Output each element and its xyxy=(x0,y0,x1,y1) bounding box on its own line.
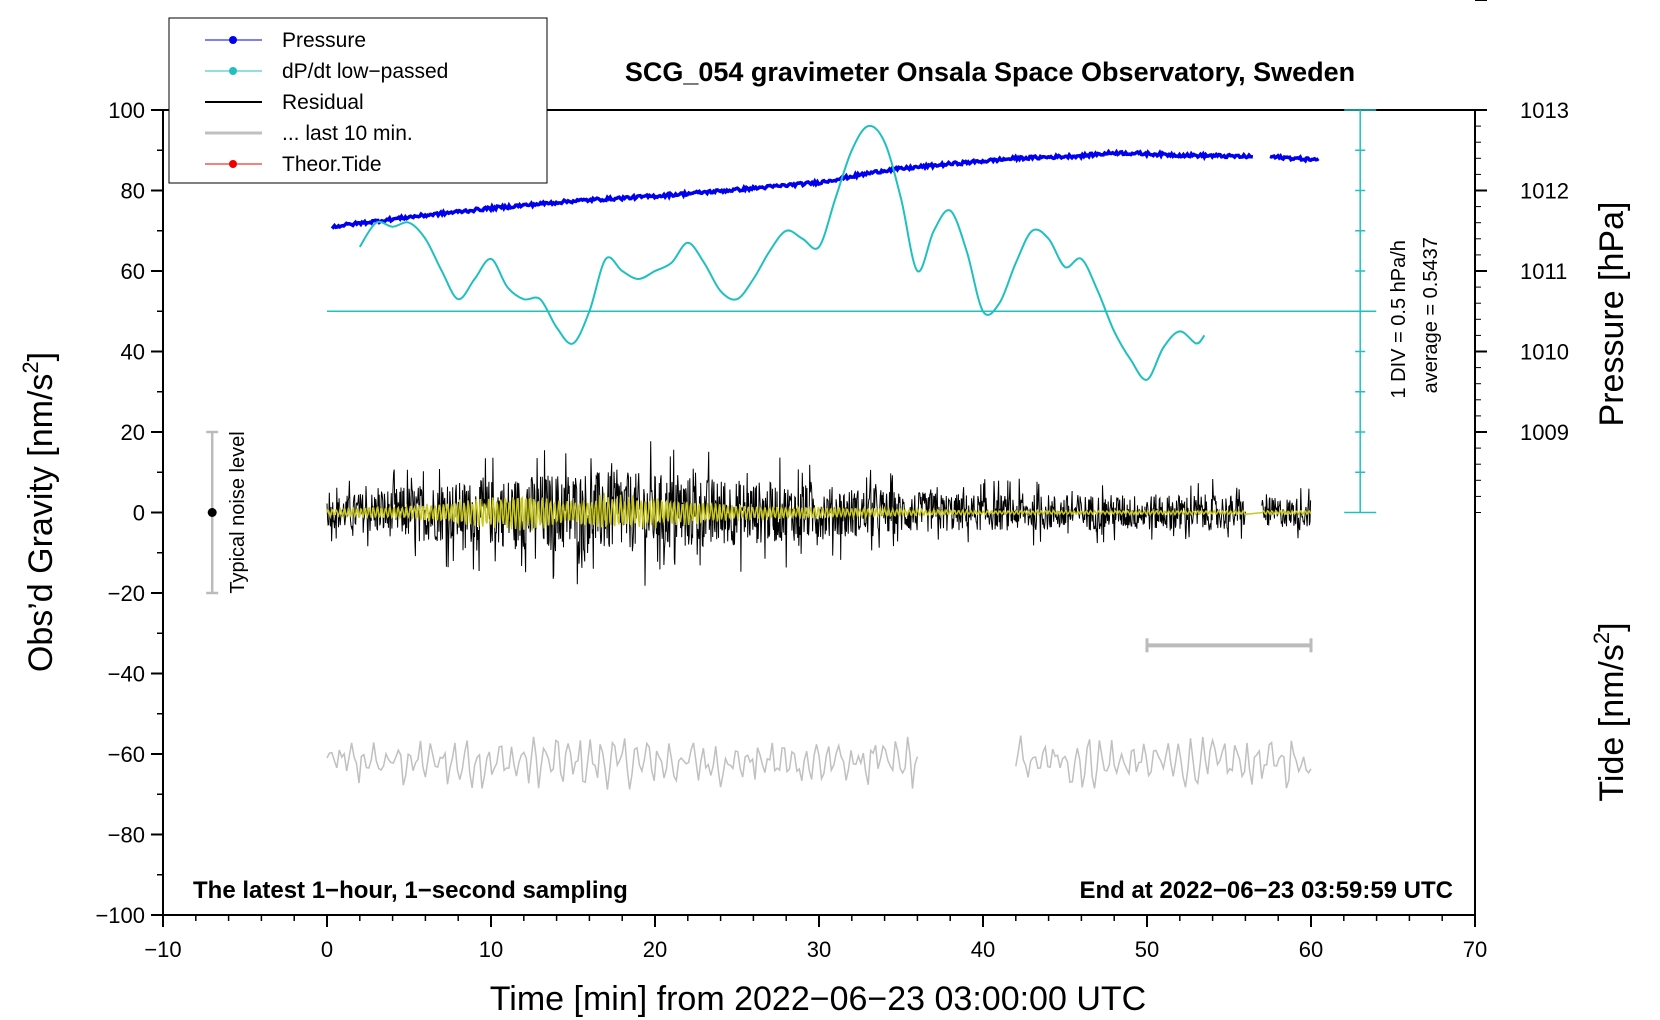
legend-label: dP/dt low−passed xyxy=(282,60,448,83)
tide-tick-label: 500 xyxy=(1520,0,1557,5)
noise-bar-center-dot xyxy=(207,508,217,517)
x-tick-label: 60 xyxy=(1299,937,1323,962)
y-tick-label: 20 xyxy=(121,420,145,445)
note-end-time: End at 2022−06−23 03:59:59 UTC xyxy=(1079,877,1453,904)
chart-series xyxy=(326,124,1377,790)
x-tick-label: 10 xyxy=(479,937,503,962)
legend-label: Residual xyxy=(282,91,364,114)
legend-swatch-dot xyxy=(229,67,237,75)
pressure-trace xyxy=(330,148,1254,230)
tide-tick-label: 0 xyxy=(1520,0,1532,5)
y-axis-title-tide: Tide [nm/s2] xyxy=(1589,622,1631,801)
y-tick-label: 100 xyxy=(108,98,145,123)
y-axis-title-tide-main: Tide [nm/s xyxy=(1593,644,1631,801)
pressure-trace-segment-2 xyxy=(1269,153,1320,164)
y-axis-title-left-sup: 2 xyxy=(18,361,43,373)
pressure-tick-label: 1013 xyxy=(1520,98,1569,123)
legend-swatch-dot xyxy=(229,36,237,44)
y-tick-label: −80 xyxy=(108,823,145,848)
y-axis-title-left: Obs’d Gravity [nm/s2] xyxy=(18,352,60,672)
x-tick-label: 50 xyxy=(1135,937,1159,962)
tide-tick-label: −1500 xyxy=(1520,0,1582,5)
pressure-tick-label: 1011 xyxy=(1520,259,1567,284)
note-latest-hour: The latest 1−hour, 1−second sampling xyxy=(193,877,628,904)
y-axis-title-left-main: Obs’d Gravity [nm/s xyxy=(22,374,60,673)
pressure-axis-ticks: 1009 1010 1011 1012 1013 xyxy=(1475,98,1569,513)
legend-swatch-dot xyxy=(229,160,237,168)
dpdt-trace xyxy=(358,124,1206,381)
chart-title: SCG_054 gravimeter Onsala Space Observat… xyxy=(625,57,1355,87)
y-axis-title-tide-end: ] xyxy=(1593,622,1631,631)
tide-axis-ticks: −1500−1000−50005001000 xyxy=(1475,0,1582,5)
tide-tick-label: −500 xyxy=(1520,0,1570,5)
noise-level-bar: Typical noise level xyxy=(206,430,249,595)
div-scale-label: 1 DIV = 0.5 hPa/h xyxy=(1388,240,1410,398)
y-tick-label: 60 xyxy=(121,259,145,284)
last-10-min-trace xyxy=(326,736,919,790)
legend: Pressure dP/dt low−passed Residual ... last… xyxy=(168,17,548,184)
last-10-min-trace xyxy=(1015,735,1312,789)
y-axis-title-pressure: Pressure [hPa] xyxy=(1593,202,1631,427)
y-axis-title-left-end: ] xyxy=(22,352,60,361)
y-tick-label: 40 xyxy=(121,340,145,365)
legend-label: Pressure xyxy=(282,29,366,52)
pressure-tick-label: 1009 xyxy=(1520,420,1569,445)
x-tick-label: 30 xyxy=(807,937,831,962)
dpdt-div-scale: 1 DIV = 0.5 hPa/h average = 0.5437 xyxy=(1344,109,1442,514)
tide-tick-label: −1000 xyxy=(1520,0,1582,5)
x-tick-label: 40 xyxy=(971,937,995,962)
legend-label: Theor.Tide xyxy=(282,153,382,176)
x-tick-label: 70 xyxy=(1463,937,1487,962)
residual-smoothed-trace xyxy=(326,492,1312,531)
residual-trace-segment-2 xyxy=(1261,488,1312,539)
x-tick-label: −10 xyxy=(144,937,181,962)
y-tick-label: −60 xyxy=(108,742,145,767)
y-tick-label: −40 xyxy=(108,662,145,687)
x-axis-title: Time [min] from 2022−06−23 03:00:00 UTC xyxy=(490,980,1146,1018)
y-axis-title-tide-sup: 2 xyxy=(1589,632,1614,644)
x-tick-label: 0 xyxy=(321,937,333,962)
y-tick-label: 0 xyxy=(133,501,145,526)
x-axis-ticks: −10 0 10 20 30 40 50 60 70 xyxy=(144,915,1487,962)
legend-box xyxy=(168,17,548,184)
y-axis-ticks: −100 −80 −60 −40 −20 0 20 40 60 80 100 xyxy=(95,98,163,928)
noise-level-label: Typical noise level xyxy=(227,431,249,593)
pressure-tick-label: 1012 xyxy=(1520,179,1569,204)
y-tick-label: 80 xyxy=(121,179,145,204)
x-tick-label: 20 xyxy=(643,937,667,962)
legend-label: ... last 10 min. xyxy=(282,122,413,145)
average-label: average = 0.5437 xyxy=(1420,237,1442,393)
tide-tick-label: 1000 xyxy=(1520,0,1569,5)
pressure-tick-label: 1010 xyxy=(1520,340,1569,365)
y-tick-label: −20 xyxy=(108,581,145,606)
y-tick-label: −100 xyxy=(95,903,145,928)
